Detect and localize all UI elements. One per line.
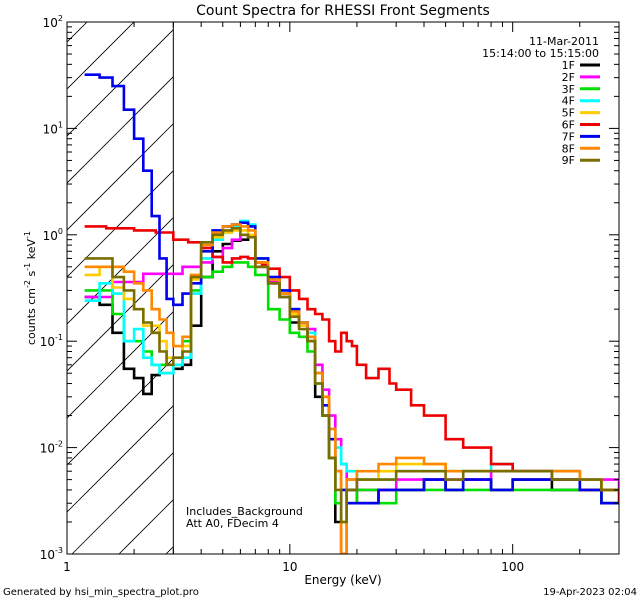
x-tick-labels: 1 10 100	[63, 560, 524, 574]
footer-generated-by: Generated by hsi_min_spectra_plot.pro	[3, 587, 199, 598]
time-range-label: 15:14:00 to 15:15:00	[482, 47, 599, 60]
x-tick-label: 100	[501, 560, 524, 574]
hatch-line	[67, 22, 88, 43]
hatch-line	[67, 217, 174, 325]
hatch-line	[67, 123, 174, 231]
plot-frame	[66, 21, 620, 555]
legend-label-1F: 1F	[562, 59, 575, 72]
x-tick-label: 1	[63, 560, 71, 574]
hatch-line	[67, 76, 174, 184]
background-hatched-region	[0, 0, 640, 554]
chart-title: Count Spectra for RHESSI Front Segments	[196, 3, 490, 19]
legend-label-8F: 8F	[562, 142, 575, 155]
hatch-line	[67, 170, 174, 278]
legend-label-7F: 7F	[562, 130, 575, 143]
spectra-series	[84, 73, 619, 554]
hatch-line	[71, 452, 174, 554]
legend-label-6F: 6F	[562, 119, 575, 132]
y-tick-label: 10-2	[40, 440, 63, 456]
hatch-line	[67, 29, 174, 137]
y-tick-label: 10-3	[40, 546, 63, 562]
y-axis-label: counts cm-2 s-1 keV-1	[23, 231, 38, 345]
legend-label-2F: 2F	[562, 71, 575, 84]
annotation-background: Includes_Background	[186, 505, 303, 518]
axis-ticks	[66, 21, 620, 555]
y-tick-label: 10-1	[40, 333, 63, 349]
annotation-attenuator: Att A0, FDecim 4	[186, 517, 279, 530]
footer-timestamp: 19-Apr-2023 02:04	[543, 587, 637, 598]
series-7F	[84, 73, 619, 505]
y-tick-label: 101	[43, 120, 63, 136]
series-4F	[84, 219, 619, 492]
series-1F	[84, 235, 619, 554]
series-2F	[84, 233, 619, 492]
y-tick-labels: 10-3 10-2 10-1 100 101 102	[40, 14, 63, 562]
legend-label-9F: 9F	[562, 154, 575, 167]
x-axis-label: Energy (keV)	[304, 573, 381, 587]
series-9F	[84, 227, 619, 524]
hatch-line	[67, 22, 135, 90]
y-tick-label: 100	[43, 227, 63, 243]
hatch-line	[636, 0, 640, 554]
legend-label-4F: 4F	[562, 95, 575, 108]
legend-label-3F: 3F	[562, 83, 575, 96]
hatch-line	[0, 0, 14, 554]
date-label: 11-Mar-2011	[529, 35, 599, 48]
hatch-line	[0, 0, 108, 554]
hatch-line	[67, 358, 174, 466]
hatch-line	[67, 405, 174, 513]
series-3F	[84, 261, 619, 524]
legend-label-5F: 5F	[562, 107, 575, 120]
y-tick-label: 102	[43, 14, 63, 30]
x-tick-label: 10	[282, 560, 297, 574]
